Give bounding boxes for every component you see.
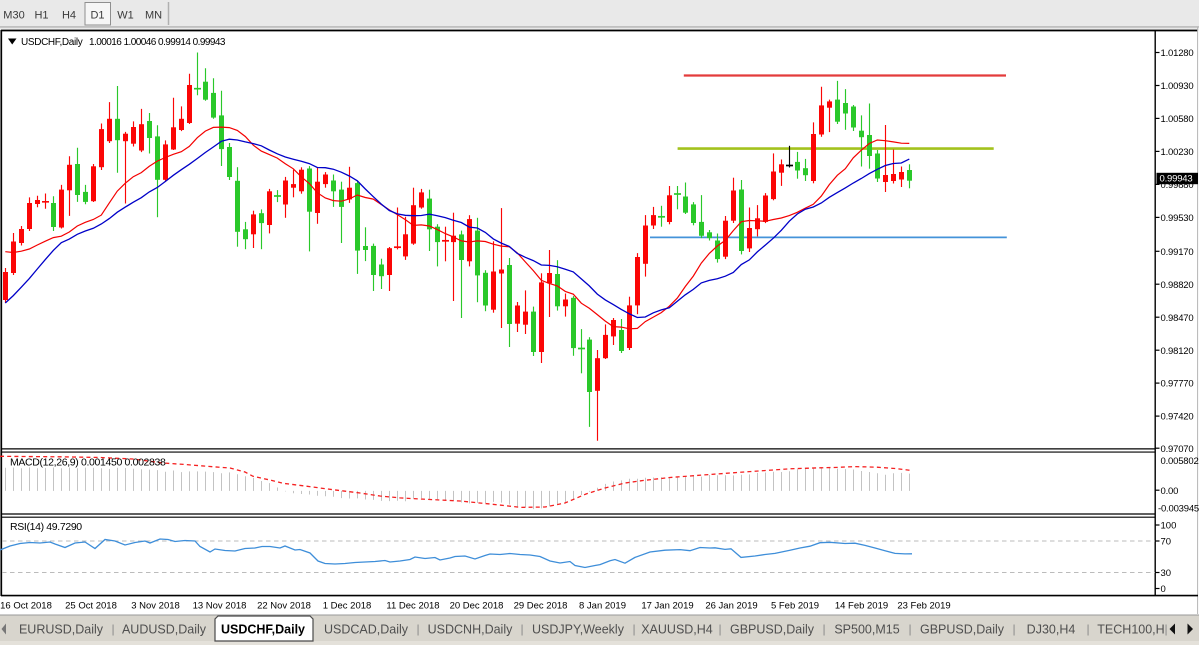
svg-text:30: 30	[1161, 568, 1172, 579]
svg-text:5 Feb 2019: 5 Feb 2019	[771, 600, 819, 611]
svg-text:16 Oct 2018: 16 Oct 2018	[0, 600, 52, 611]
svg-text:USDCAD,Daily: USDCAD,Daily	[324, 623, 409, 637]
svg-text:MN: MN	[145, 10, 162, 22]
svg-text:TECH100,H: TECH100,H	[1097, 623, 1164, 637]
svg-text:RSI(14) 49.7290: RSI(14) 49.7290	[10, 521, 82, 533]
svg-text:0.00: 0.00	[1161, 486, 1179, 497]
svg-text:D1: D1	[90, 10, 104, 22]
svg-text:14 Feb 2019: 14 Feb 2019	[835, 600, 888, 611]
svg-text:SP500,M15: SP500,M15	[834, 623, 899, 637]
svg-text:0.99170: 0.99170	[1161, 247, 1194, 258]
svg-text:70: 70	[1161, 537, 1172, 548]
svg-text:1.00016 1.00046 0.99914 0.9994: 1.00016 1.00046 0.99914 0.99943	[89, 37, 226, 48]
svg-text:0.98470: 0.98470	[1161, 313, 1194, 324]
svg-text:EURUSD,Daily: EURUSD,Daily	[19, 623, 104, 637]
svg-text:20 Dec 2018: 20 Dec 2018	[450, 600, 504, 611]
svg-text:-0.003945: -0.003945	[1158, 503, 1199, 514]
svg-text:29 Dec 2018: 29 Dec 2018	[514, 600, 568, 611]
svg-text:26 Jan 2019: 26 Jan 2019	[705, 600, 757, 611]
svg-text:|: |	[111, 622, 114, 636]
svg-text:0.97420: 0.97420	[1161, 412, 1194, 423]
svg-text:|: |	[416, 622, 419, 636]
svg-text:1.00580: 1.00580	[1161, 114, 1194, 125]
svg-text:0: 0	[1161, 584, 1166, 595]
svg-text:1.01280: 1.01280	[1161, 48, 1194, 59]
svg-text:USDCNH,Daily: USDCNH,Daily	[428, 623, 513, 637]
svg-text:DJ30,H4: DJ30,H4	[1027, 623, 1076, 637]
svg-text:1.00930: 1.00930	[1161, 81, 1194, 92]
svg-text:23 Feb 2019: 23 Feb 2019	[897, 600, 950, 611]
svg-text:|: |	[908, 622, 911, 636]
svg-text:1.00230: 1.00230	[1161, 147, 1194, 158]
svg-text:1 Dec 2018: 1 Dec 2018	[323, 600, 372, 611]
svg-text:|: |	[1012, 622, 1015, 636]
svg-text:|: |	[1164, 622, 1167, 636]
svg-text:|: |	[1086, 622, 1089, 636]
svg-text:0.97070: 0.97070	[1161, 444, 1194, 455]
svg-text:0.99880: 0.99880	[1161, 180, 1194, 191]
svg-text:AUDUSD,Daily: AUDUSD,Daily	[122, 623, 207, 637]
svg-text:22 Nov 2018: 22 Nov 2018	[257, 600, 311, 611]
svg-text:|: |	[520, 622, 523, 636]
svg-text:H1: H1	[34, 10, 48, 22]
svg-text:MACD(12,26,9) 0.001450 0.00283: MACD(12,26,9) 0.001450 0.002838	[10, 457, 166, 469]
svg-text:0.97770: 0.97770	[1161, 379, 1194, 390]
svg-text:0.005802: 0.005802	[1161, 456, 1199, 467]
svg-text:8 Jan 2019: 8 Jan 2019	[579, 600, 626, 611]
svg-text:13 Nov 2018: 13 Nov 2018	[193, 600, 247, 611]
svg-text:0.98820: 0.98820	[1161, 280, 1194, 291]
svg-text:|: |	[632, 622, 635, 636]
svg-text:25 Oct 2018: 25 Oct 2018	[65, 600, 117, 611]
svg-text:0.98120: 0.98120	[1161, 346, 1194, 357]
svg-text:100: 100	[1161, 521, 1177, 532]
svg-text:W1: W1	[117, 10, 134, 22]
svg-text:M30: M30	[3, 10, 24, 22]
svg-text:|: |	[822, 622, 825, 636]
svg-text:GBPUSD,Daily: GBPUSD,Daily	[730, 623, 815, 637]
svg-text:GBPUSD,Daily: GBPUSD,Daily	[920, 623, 1005, 637]
svg-text:11 Dec 2018: 11 Dec 2018	[386, 600, 439, 611]
svg-text:0.99530: 0.99530	[1161, 213, 1194, 224]
svg-text:17 Jan 2019: 17 Jan 2019	[641, 600, 693, 611]
svg-text:|: |	[718, 622, 721, 636]
svg-text:H4: H4	[62, 10, 76, 22]
svg-text:3 Nov 2018: 3 Nov 2018	[131, 600, 180, 611]
svg-text:0.99943: 0.99943	[1160, 174, 1193, 185]
svg-text:USDCHF,Daily: USDCHF,Daily	[221, 623, 305, 637]
svg-text:XAUUSD,H4: XAUUSD,H4	[641, 623, 713, 637]
svg-text:USDJPY,Weekly: USDJPY,Weekly	[532, 623, 625, 637]
svg-text:USDCHF,Daily: USDCHF,Daily	[21, 37, 83, 48]
